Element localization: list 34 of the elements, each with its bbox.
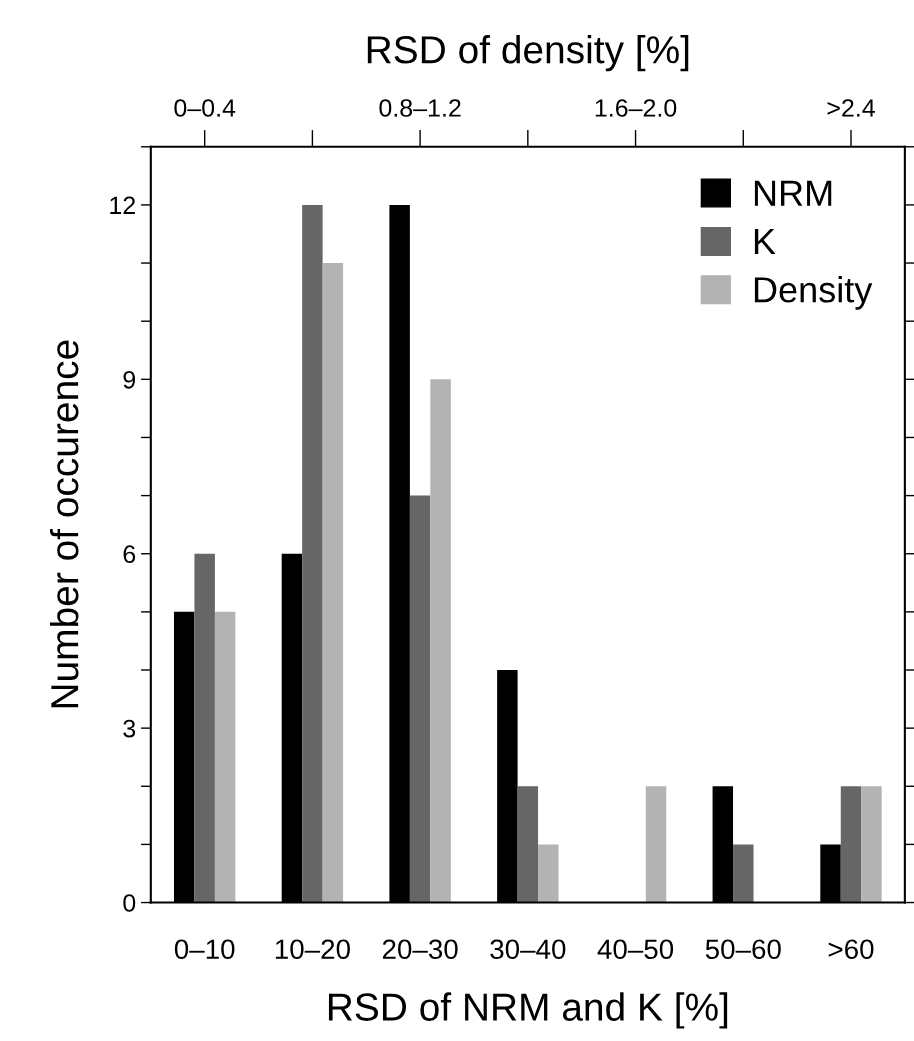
y-axis-title: Number of occurence xyxy=(49,340,79,708)
bar xyxy=(430,379,451,903)
x-tick-label: 20–30 xyxy=(382,939,458,960)
x-tick-label: 30–40 xyxy=(490,939,566,960)
annotation: 0–0.4 xyxy=(174,99,236,117)
bar xyxy=(409,495,431,903)
bar xyxy=(214,611,236,903)
legend-label: NRM xyxy=(754,180,832,206)
x-tick-label: 50–60 xyxy=(705,939,781,960)
y-tick-label: 9 xyxy=(123,370,136,389)
bar xyxy=(302,204,323,903)
annotation: >2.4 xyxy=(827,99,875,117)
bar xyxy=(840,786,862,903)
bar xyxy=(645,786,667,903)
x-tick-label: 0–10 xyxy=(174,939,235,960)
legend-label: Density xyxy=(754,276,873,310)
x-axis-title: RSD of NRM and K [%] xyxy=(328,992,728,1029)
y-tick-label: 6 xyxy=(123,545,136,564)
x-tick-label: 40–50 xyxy=(597,939,674,960)
annotation: 0.8–1.2 xyxy=(379,99,461,117)
legend-label: K xyxy=(754,229,776,254)
x2-axis-title: RSD of density [%] xyxy=(367,34,689,72)
annotation: 1.6–2.0 xyxy=(595,99,677,117)
y-tick-label: 3 xyxy=(123,719,136,738)
bar xyxy=(194,553,215,903)
x-tick-label: 10–20 xyxy=(275,939,350,960)
bar xyxy=(861,786,882,903)
y-tick-label: 0 xyxy=(123,894,136,912)
x-tick-label: >60 xyxy=(828,939,874,960)
bar xyxy=(517,786,539,903)
bar xyxy=(322,263,344,903)
bar xyxy=(538,844,559,903)
y-tick-label: 12 xyxy=(110,196,135,214)
bar xyxy=(733,844,754,903)
